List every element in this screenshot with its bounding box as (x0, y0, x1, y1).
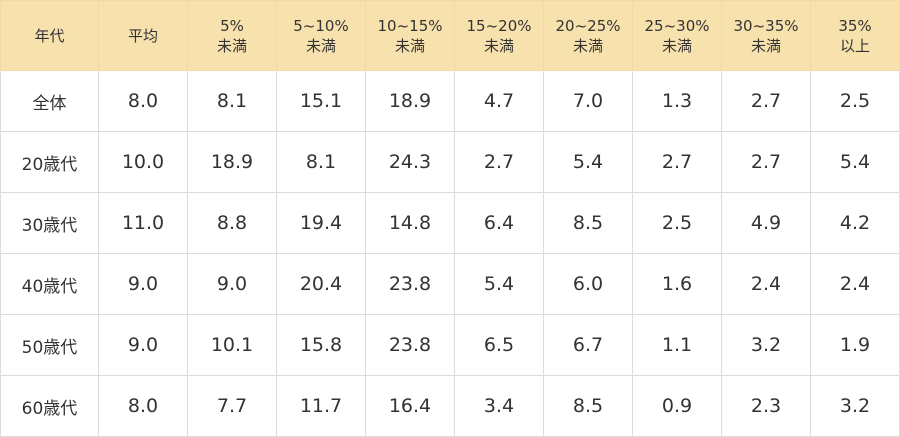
row-label-cell: 40歳代 (0, 253, 99, 315)
table-row: 20歳代 10.0 18.9 8.1 24.3 2.7 5.4 2.7 2.7 5.4 (0, 131, 900, 193)
value-cell: 2.4 (810, 253, 900, 315)
row-label-cell: 60歳代 (0, 375, 99, 437)
value-cell: 1.3 (632, 70, 722, 132)
value-cell: 23.8 (365, 314, 455, 376)
value-cell: 8.5 (543, 375, 633, 437)
column-header: 5% 未満 (187, 0, 277, 71)
header-row: 年代 平均 5% 未満 5~10% 未満 10~15% 未満 15~20% 未満 20~25% 未満 2… (0, 0, 900, 71)
table-row: 30歳代 11.0 8.8 19.4 14.8 6.4 8.5 2.5 4.9 4.2 (0, 192, 900, 254)
column-header-text: 5~10% (293, 16, 349, 35)
value-cell: 3.4 (454, 375, 544, 437)
column-header: 10~15% 未満 (365, 0, 455, 71)
value-cell: 4.2 (810, 192, 900, 254)
column-header-text: 25~30% (644, 16, 710, 35)
value-cell: 10.0 (98, 131, 188, 193)
value-cell: 18.9 (365, 70, 455, 132)
value-cell: 19.4 (276, 192, 366, 254)
value-cell: 0.9 (632, 375, 722, 437)
value-cell: 5.4 (543, 131, 633, 193)
value-cell: 20.4 (276, 253, 366, 315)
value-cell: 5.4 (810, 131, 900, 193)
value-cell: 7.7 (187, 375, 277, 437)
value-cell: 6.5 (454, 314, 544, 376)
value-cell: 2.5 (632, 192, 722, 254)
column-header: 年代 (0, 0, 99, 71)
column-header-text: 未満 (216, 36, 247, 55)
column-header-text: 未満 (661, 36, 692, 55)
value-cell: 9.0 (187, 253, 277, 315)
column-header-text: 平均 (127, 26, 158, 45)
column-header: 5~10% 未満 (276, 0, 366, 71)
column-header-text: 未満 (483, 36, 514, 55)
value-cell: 8.1 (187, 70, 277, 132)
value-cell: 10.1 (187, 314, 277, 376)
column-header: 25~30% 未満 (632, 0, 722, 71)
row-label-cell: 全体 (0, 70, 99, 132)
column-header-text: 5% (220, 16, 244, 35)
column-header-text: 未満 (572, 36, 603, 55)
value-cell: 8.8 (187, 192, 277, 254)
column-header: 平均 (98, 0, 188, 71)
row-label-cell: 30歳代 (0, 192, 99, 254)
column-header-text: 15~20% (466, 16, 532, 35)
value-cell: 3.2 (810, 375, 900, 437)
value-cell: 5.4 (454, 253, 544, 315)
value-cell: 6.7 (543, 314, 633, 376)
value-cell: 8.5 (543, 192, 633, 254)
column-header-text: 以上 (839, 36, 870, 55)
value-cell: 16.4 (365, 375, 455, 437)
value-cell: 23.8 (365, 253, 455, 315)
column-header: 35% 以上 (810, 0, 900, 71)
column-header-text: 35% (838, 16, 872, 35)
value-cell: 6.4 (454, 192, 544, 254)
value-cell: 11.7 (276, 375, 366, 437)
value-cell: 6.0 (543, 253, 633, 315)
value-cell: 2.7 (721, 70, 811, 132)
value-cell: 18.9 (187, 131, 277, 193)
row-label-cell: 50歳代 (0, 314, 99, 376)
value-cell: 15.1 (276, 70, 366, 132)
row-label-cell: 20歳代 (0, 131, 99, 193)
value-cell: 9.0 (98, 253, 188, 315)
value-cell: 2.4 (721, 253, 811, 315)
table-body: 全体 8.0 8.1 15.1 18.9 4.7 7.0 1.3 2.7 2.5 20歳代 10.0 1… (0, 70, 900, 437)
table-row: 40歳代 9.0 9.0 20.4 23.8 5.4 6.0 1.6 2.4 2.4 (0, 253, 900, 315)
value-cell: 1.1 (632, 314, 722, 376)
value-cell: 7.0 (543, 70, 633, 132)
column-header-text: 年代 (34, 26, 65, 45)
value-cell: 3.2 (721, 314, 811, 376)
column-header-text: 10~15% (377, 16, 443, 35)
value-cell: 1.6 (632, 253, 722, 315)
value-cell: 15.8 (276, 314, 366, 376)
value-cell: 2.7 (454, 131, 544, 193)
column-header-text: 20~25% (555, 16, 621, 35)
value-cell: 2.7 (721, 131, 811, 193)
value-cell: 4.9 (721, 192, 811, 254)
value-cell: 11.0 (98, 192, 188, 254)
table-row: 60歳代 8.0 7.7 11.7 16.4 3.4 8.5 0.9 2.3 3.2 (0, 375, 900, 437)
value-cell: 1.9 (810, 314, 900, 376)
column-header: 30~35% 未満 (721, 0, 811, 71)
value-cell: 8.0 (98, 375, 188, 437)
column-header-text: 未満 (750, 36, 781, 55)
column-header: 15~20% 未満 (454, 0, 544, 71)
value-cell: 2.7 (632, 131, 722, 193)
value-cell: 9.0 (98, 314, 188, 376)
value-cell: 24.3 (365, 131, 455, 193)
column-header-text: 30~35% (733, 16, 799, 35)
table-row: 全体 8.0 8.1 15.1 18.9 4.7 7.0 1.3 2.7 2.5 (0, 70, 900, 132)
value-cell: 14.8 (365, 192, 455, 254)
value-cell: 2.3 (721, 375, 811, 437)
value-cell: 8.0 (98, 70, 188, 132)
value-cell: 4.7 (454, 70, 544, 132)
column-header: 20~25% 未満 (543, 0, 633, 71)
table-header: 年代 平均 5% 未満 5~10% 未満 10~15% 未満 15~20% 未満 20~25% 未満 2… (0, 0, 900, 71)
column-header-text: 未満 (394, 36, 425, 55)
column-header-text: 未満 (305, 36, 336, 55)
value-cell: 2.5 (810, 70, 900, 132)
value-cell: 8.1 (276, 131, 366, 193)
table-row: 50歳代 9.0 10.1 15.8 23.8 6.5 6.7 1.1 3.2 1.9 (0, 314, 900, 376)
